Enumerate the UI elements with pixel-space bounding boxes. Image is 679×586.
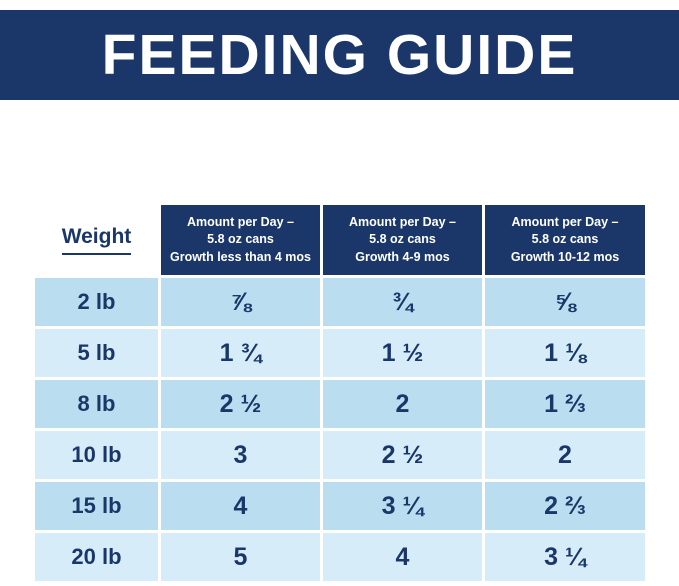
- value-cell: 2: [485, 431, 645, 479]
- value-cell: 3 ¼: [323, 482, 482, 530]
- col-header-line2: 5.8 oz cans: [531, 232, 599, 247]
- value-cell: 1 ¾: [161, 329, 320, 377]
- col-header-growth-lt4mos: Amount per Day – 5.8 oz cans Growth less…: [161, 205, 320, 275]
- col-header-line1: Amount per Day –: [187, 214, 294, 229]
- value-cell: 1 ⅔: [485, 380, 645, 428]
- value-cell: 2 ½: [323, 431, 482, 479]
- col-header-line3: Growth 4-9 mos: [355, 249, 450, 264]
- value-cell: 2 ½: [161, 380, 320, 428]
- weight-header-label: Weight: [61, 225, 132, 255]
- feeding-table: Weight Amount per Day – 5.8 oz cans Grow…: [35, 205, 645, 581]
- value-cell: 4: [161, 482, 320, 530]
- weight-header-cell: Weight: [35, 205, 158, 275]
- col-header-growth-10-12mos: Amount per Day – 5.8 oz cans Growth 10-1…: [485, 205, 645, 275]
- weight-cell: 15 lb: [35, 482, 158, 530]
- page-title: FEEDING GUIDE: [101, 22, 578, 87]
- value-cell: 5: [161, 533, 320, 581]
- weight-cell: 2 lb: [35, 278, 158, 326]
- value-cell: 4: [323, 533, 482, 581]
- value-cell: 3: [161, 431, 320, 479]
- value-cell: 2 ⅔: [485, 482, 645, 530]
- value-cell: ⅝: [485, 278, 645, 326]
- col-header-line2: 5.8 oz cans: [207, 232, 274, 247]
- value-cell: ⅞: [161, 278, 320, 326]
- weight-cell: 20 lb: [35, 533, 158, 581]
- col-header-line1: Amount per Day –: [349, 214, 456, 229]
- weight-cell: 8 lb: [35, 380, 158, 428]
- value-cell: 1 ⅛: [485, 329, 645, 377]
- col-header-line3: Growth 10-12 mos: [510, 249, 620, 264]
- col-header-growth-4-9mos: Amount per Day – 5.8 oz cans Growth 4-9 …: [323, 205, 482, 275]
- value-cell: 1 ½: [323, 329, 482, 377]
- col-header-line3: Growth less than 4 mos: [169, 249, 311, 264]
- value-cell: 2: [323, 380, 482, 428]
- value-cell: ¾: [323, 278, 482, 326]
- col-header-line2: 5.8 oz cans: [369, 232, 436, 247]
- col-header-line1: Amount per Day –: [511, 214, 619, 229]
- value-cell: 3 ¼: [485, 533, 645, 581]
- weight-cell: 10 lb: [35, 431, 158, 479]
- weight-cell: 5 lb: [35, 329, 158, 377]
- title-banner: FEEDING GUIDE: [0, 10, 679, 100]
